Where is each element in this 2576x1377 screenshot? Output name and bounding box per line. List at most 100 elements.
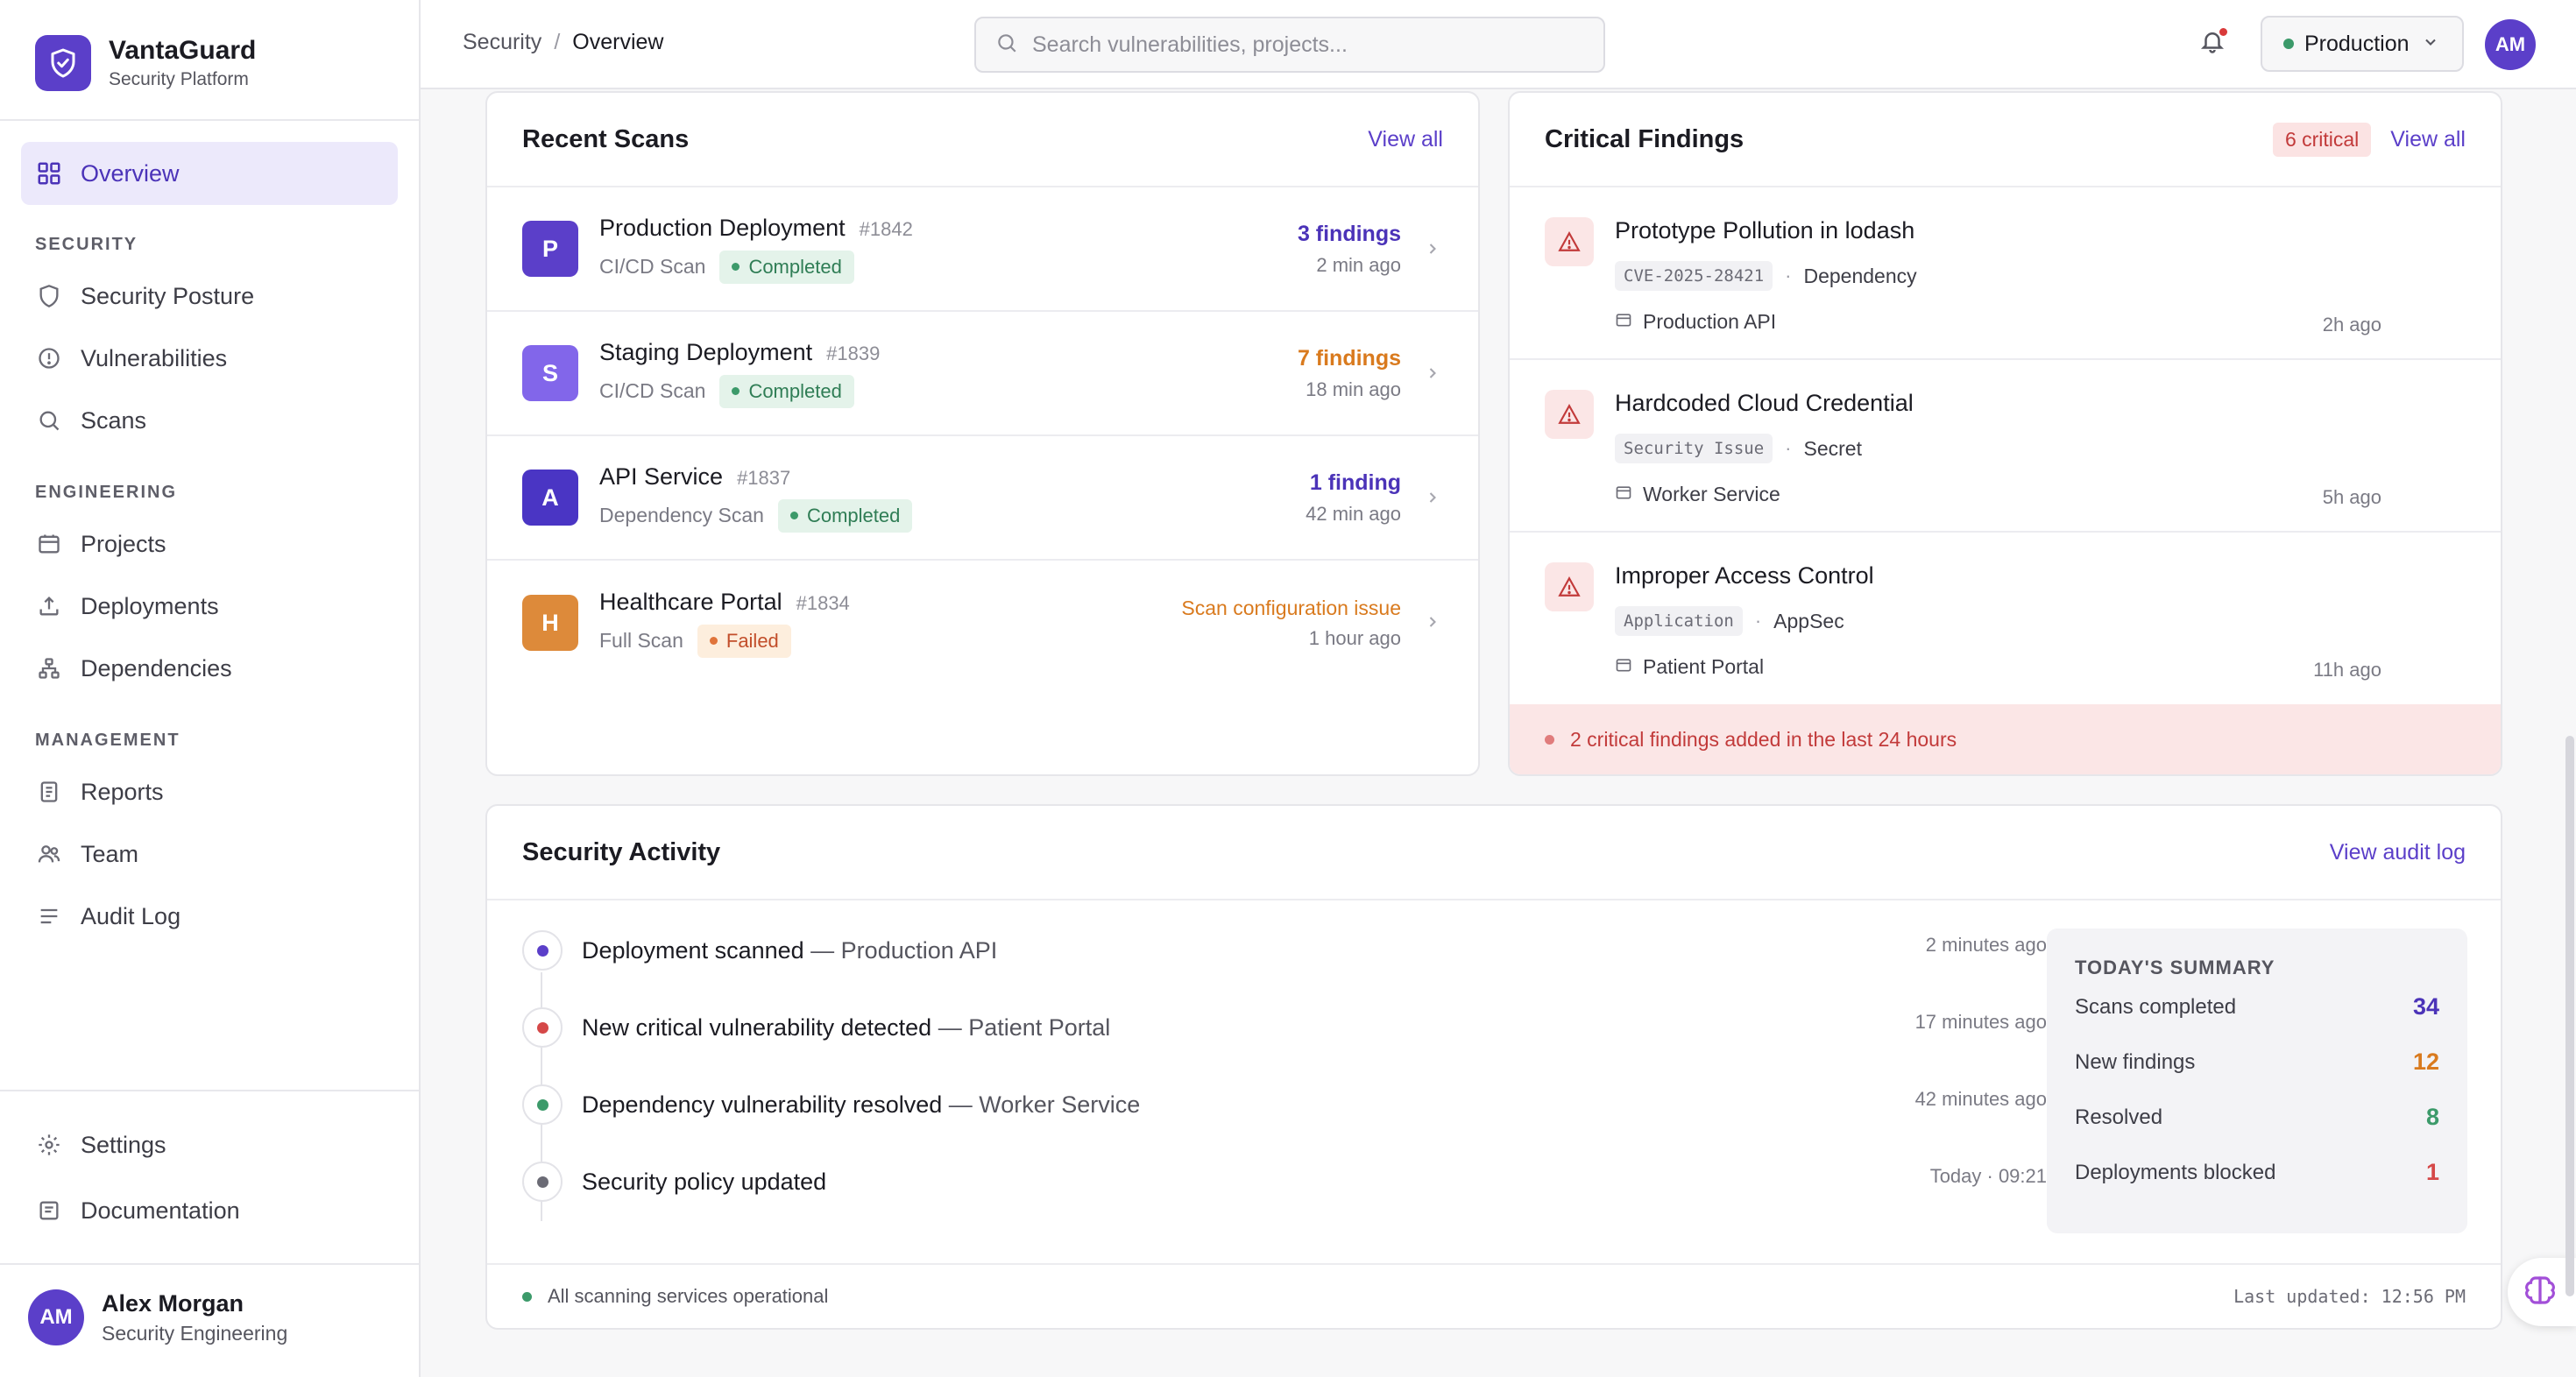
activity-item[interactable]: Security policy updated Today · 09:21 <box>522 1160 2047 1204</box>
scan-type: CI/CD Scan <box>599 255 706 278</box>
summary-label: Resolved <box>2075 1105 2163 1129</box>
findings-count: 1 finding <box>1309 470 1401 495</box>
user-name: Alex Morgan <box>102 1290 244 1317</box>
calendar-icon <box>1615 311 1632 333</box>
activity-time: Today · 09:21 <box>1929 1165 2047 1187</box>
sidebar-item-dependencies[interactable]: Dependencies <box>21 637 398 700</box>
view-all-link[interactable]: View all <box>2390 126 2466 152</box>
scan-id: #1834 <box>796 591 850 614</box>
folder-icon <box>35 530 63 558</box>
activity-target: — Patient Portal <box>938 1014 1111 1041</box>
project-initial-icon: H <box>522 595 578 651</box>
divider <box>0 1263 419 1265</box>
scan-row[interactable]: P Production Deployment #1842 CI/CD Scan… <box>487 187 1478 312</box>
activity-item[interactable]: Dependency vulnerability resolved — Work… <box>522 1083 2047 1126</box>
security-activity-card: Security Activity View audit log Deploym… <box>485 804 2502 1330</box>
assistant-brain-button[interactable] <box>2508 1258 2576 1326</box>
activity-time: 17 minutes ago <box>1914 1011 2047 1033</box>
warning-triangle-icon <box>1545 562 1594 611</box>
sidebar-item-projects[interactable]: Projects <box>21 512 398 576</box>
activity-time: 2 minutes ago <box>1925 934 2047 956</box>
summary-row: Deployments blocked 1 <box>2075 1145 2439 1200</box>
divider <box>0 119 419 121</box>
todays-summary-panel: TODAY'S SUMMARY Scans completed 34 New f… <box>2047 929 2467 1233</box>
finding-row[interactable]: Prototype Pollution in lodash CVE-2025-2… <box>1510 187 2501 360</box>
brand[interactable]: VantaGuard Security Platform <box>35 33 256 93</box>
scan-name: Production Deployment <box>599 214 846 241</box>
sidebar-item-label: Documentation <box>81 1197 240 1224</box>
activity-item[interactable]: New critical vulnerability detected — Pa… <box>522 1006 2047 1049</box>
chevron-right-icon <box>1424 240 1441 262</box>
finding-tag: CVE-2025-28421 <box>1615 261 1773 291</box>
view-audit-log-link[interactable]: View audit log <box>2329 839 2466 865</box>
notification-bell-icon[interactable] <box>2199 28 2229 58</box>
scan-row[interactable]: H Healthcare Portal #1834 Full Scan Fail… <box>487 561 1478 685</box>
sidebar-item-deployments[interactable]: Deployments <box>21 575 398 638</box>
summary-title: TODAY'S SUMMARY <box>2075 957 2275 978</box>
scan-row[interactable]: S Staging Deployment #1839 CI/CD Scan Co… <box>487 312 1478 436</box>
project-initial-icon: P <box>522 221 578 277</box>
view-all-link[interactable]: View all <box>1368 126 1443 152</box>
scan-error: Scan configuration issue <box>1181 596 1401 619</box>
finding-tag: Security Issue <box>1615 434 1773 463</box>
activity-event: Security policy updated <box>582 1169 827 1195</box>
calendar-icon <box>1615 484 1632 505</box>
brain-icon <box>2522 1272 2558 1313</box>
avatar[interactable]: AM <box>2485 19 2536 70</box>
service-status: All scanning services operational <box>548 1285 829 1307</box>
breadcrumb: Security / Overview <box>463 30 663 55</box>
summary-label: Deployments blocked <box>2075 1160 2276 1184</box>
finding-row[interactable]: Improper Access Control Application · Ap… <box>1510 533 2501 705</box>
chevron-down-icon <box>2422 33 2439 55</box>
scan-row[interactable]: A API Service #1837 Dependency Scan Comp… <box>487 436 1478 561</box>
list-icon <box>35 902 63 930</box>
timeline-dot <box>522 930 563 971</box>
status-badge: Completed <box>719 250 854 284</box>
sidebar-item-security-posture[interactable]: Security Posture <box>21 265 398 328</box>
environment-select[interactable]: Production <box>2261 16 2464 72</box>
search-input[interactable] <box>1032 32 1593 58</box>
sidebar-item-team[interactable]: Team <box>21 823 398 886</box>
sidebar-item-overview[interactable]: Overview <box>21 142 398 205</box>
breadcrumb-current: Overview <box>572 30 664 54</box>
finding-time: 2h ago <box>2322 314 2381 335</box>
sidebar-item-scans[interactable]: Scans <box>21 389 398 452</box>
search-box[interactable] <box>974 17 1605 73</box>
grid-icon <box>35 159 63 187</box>
status-badge: Failed <box>697 624 791 658</box>
activity-event: New critical vulnerability detected <box>582 1014 932 1041</box>
sidebar-item-documentation[interactable]: Documentation <box>21 1179 398 1242</box>
hierarchy-icon <box>35 654 63 682</box>
sidebar-item-settings[interactable]: Settings <box>21 1113 398 1176</box>
avatar: AM <box>28 1289 84 1345</box>
brand-subtitle: Security Platform <box>109 69 249 89</box>
sidebar-item-audit-log[interactable]: Audit Log <box>21 885 398 948</box>
sidebar-item-label: Security Posture <box>81 282 255 309</box>
scrollbar[interactable] <box>2565 736 2574 1296</box>
sidebar-item-label: Scans <box>81 406 147 434</box>
breadcrumb-security[interactable]: Security <box>463 30 542 54</box>
activity-item[interactable]: Deployment scanned — Production API 2 mi… <box>522 929 2047 972</box>
user-profile[interactable]: AM Alex Morgan Security Engineering <box>28 1289 287 1345</box>
sidebar-item-vulnerabilities[interactable]: Vulnerabilities <box>21 327 398 390</box>
sidebar-item-reports[interactable]: Reports <box>21 760 398 823</box>
scan-name: Staging Deployment <box>599 338 813 365</box>
card-title: Security Activity <box>522 837 721 866</box>
sidebar-item-label: Deployments <box>81 592 219 619</box>
document-icon <box>35 778 63 806</box>
calendar-icon <box>1615 656 1632 678</box>
finding-row[interactable]: Hardcoded Cloud Credential Security Issu… <box>1510 360 2501 533</box>
breadcrumb-separator: / <box>554 30 561 54</box>
upload-icon <box>35 592 63 620</box>
summary-row: Resolved 8 <box>2075 1090 2439 1145</box>
nav-section-security: SECURITY <box>35 235 138 254</box>
summary-label: New findings <box>2075 1049 2196 1074</box>
finding-time: 5h ago <box>2322 486 2381 508</box>
last-updated: Last updated: 12:56 PM <box>2233 1286 2466 1307</box>
sidebar-item-label: Team <box>81 840 139 867</box>
scan-time: 18 min ago <box>1306 378 1401 400</box>
sidebar-item-label: Audit Log <box>81 902 181 929</box>
activity-target: — Production API <box>810 937 998 964</box>
card-title: Recent Scans <box>522 124 690 153</box>
findings-count: 7 findings <box>1297 345 1401 371</box>
